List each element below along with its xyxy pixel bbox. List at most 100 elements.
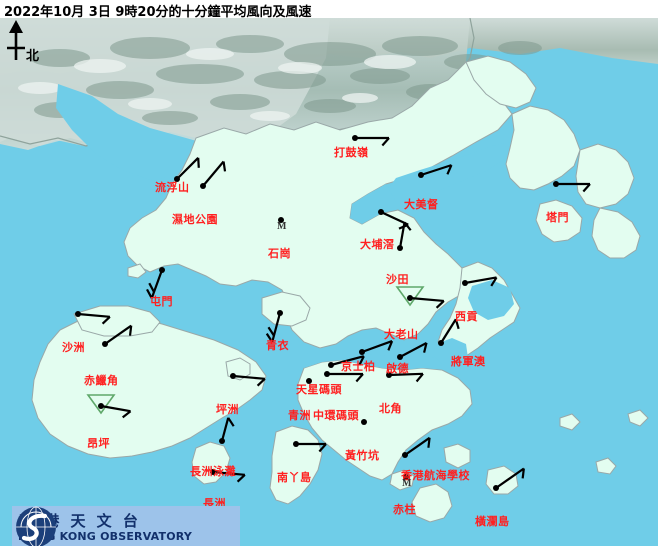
wind-barb-flag <box>122 410 132 419</box>
wind-barb-flag <box>381 137 390 147</box>
station-長洲泳灘 <box>219 417 235 444</box>
station-label-南丫島: 南丫島 <box>277 471 312 484</box>
wind-barb-flag <box>454 318 460 330</box>
wind-barb-flag <box>423 342 428 353</box>
station-dot <box>352 135 358 141</box>
wind-barb-shaft <box>220 417 230 442</box>
station-label-將軍澳: 將軍澳 <box>451 355 486 368</box>
station-dot <box>102 341 108 347</box>
station-中環碼頭 <box>324 371 364 383</box>
missing-data-marker: M <box>402 478 412 489</box>
station-dot <box>278 217 284 223</box>
station-dot <box>361 419 367 425</box>
station-label-沙田: 沙田 <box>386 273 409 286</box>
hk-land-layer <box>31 55 649 523</box>
station-坪洲 <box>230 373 266 387</box>
station-label-赤鱲角: 赤鱲角 <box>84 374 119 387</box>
wind-barb-flag <box>146 288 153 299</box>
station-label-大老山: 大老山 <box>384 328 419 341</box>
station-西貢 <box>462 276 498 287</box>
wind-barb-flag <box>148 282 155 293</box>
station-label-香港航海學校: 香港航海學校 <box>401 469 470 482</box>
hko-logo-en: HONG KONG OBSERVATORY <box>18 530 193 543</box>
wind-barb-shaft <box>232 374 265 380</box>
station-label-長洲泳灘: 長洲泳灘 <box>190 465 236 478</box>
station-dot <box>397 354 403 360</box>
wind-barb-shaft <box>271 312 282 343</box>
station-赤柱 <box>403 474 409 480</box>
mountain-station-triangle-icon <box>395 286 425 307</box>
station-黃竹坑 <box>361 419 367 425</box>
north-arrow-icon <box>7 20 25 60</box>
missing-data-marker: M <box>277 221 287 232</box>
wind-barb-flag <box>256 377 266 387</box>
wind-barb-shaft <box>404 436 431 456</box>
station-label-大美督: 大美督 <box>404 198 439 211</box>
hko-logo: 香 港 天 文 台 HONG KONG OBSERVATORY <box>12 506 240 546</box>
station-dot <box>418 172 424 178</box>
station-dot <box>277 310 283 316</box>
station-赤鱲角 <box>102 324 133 347</box>
station-昂坪 <box>86 394 132 419</box>
station-label-中環碼頭: 中環碼頭 <box>313 409 359 422</box>
station-京士柏 <box>359 340 394 355</box>
wind-barb-flag <box>227 417 235 427</box>
station-濕地公園 <box>200 160 227 189</box>
wind-barb-flag <box>521 468 525 479</box>
wind-barb-flag <box>265 333 274 343</box>
station-青洲 <box>306 378 312 384</box>
station-label-濕地公園: 濕地公園 <box>172 213 218 226</box>
wind-barb-shaft <box>100 404 131 413</box>
station-label-赤柱: 赤柱 <box>393 503 416 516</box>
wind-barb-flag <box>101 315 111 325</box>
station-label-青衣: 青衣 <box>266 339 289 352</box>
station-將軍澳 <box>438 318 460 346</box>
station-dot <box>378 209 384 215</box>
wind-barb-shaft <box>398 222 406 249</box>
station-橫瀾島 <box>493 467 525 491</box>
title-bar: 2022年10月 3日 9時20分的十分鐘平均風向及風速 <box>0 0 658 20</box>
station-沙洲 <box>75 311 111 325</box>
wind-barb-shaft <box>495 467 525 489</box>
station-dot <box>293 441 299 447</box>
station-石崗 <box>278 217 284 223</box>
station-label-天星碼頭: 天星碼頭 <box>296 383 342 396</box>
station-dot <box>397 245 403 251</box>
station-青衣 <box>265 310 283 343</box>
station-dot <box>402 452 408 458</box>
station-dot <box>219 438 225 444</box>
station-啟德 <box>397 341 428 360</box>
wind-barb-shaft <box>420 164 452 177</box>
station-label-京士柏: 京士柏 <box>341 360 376 373</box>
wind-barb-flag <box>446 164 453 175</box>
wind-barb-flag <box>490 276 498 287</box>
wind-barb-shaft <box>388 372 424 377</box>
wind-barb-flag <box>267 326 275 337</box>
station-dot <box>359 349 365 355</box>
map-canvas: 打鼓嶺 流浮山 濕地公園 M 石崗 大美督 塔門 大埔滘 沙田 屯門 沙洲 赤鱲角 昂坪 坪洲 青衣 長洲泳灘… <box>0 18 658 546</box>
wind-barb-shaft <box>440 318 457 344</box>
station-dot <box>462 280 468 286</box>
wind-barb-flag <box>403 221 412 231</box>
wind-barb-flag <box>197 157 200 168</box>
station-塔門 <box>553 181 591 193</box>
station-南丫島 <box>293 441 327 453</box>
station-label-屯門: 屯門 <box>150 295 173 308</box>
station-香港航海學校 <box>402 436 431 458</box>
station-長洲 <box>210 469 246 483</box>
station-dot <box>386 372 392 378</box>
wind-barb-flag <box>318 443 327 453</box>
station-dot <box>553 181 559 187</box>
station-dot <box>328 362 334 368</box>
station-label-塔門: 塔門 <box>546 211 569 224</box>
station-label-北角: 北角 <box>379 402 402 415</box>
wind-barb-shaft <box>330 355 365 367</box>
wind-barb-layer <box>75 135 591 491</box>
wind-barb-shaft <box>409 296 444 303</box>
wind-barb-shaft <box>176 157 199 180</box>
station-label-坪洲: 坪洲 <box>216 403 239 416</box>
wind-barb-shaft <box>104 324 132 345</box>
station-label-長洲: 長洲 <box>203 497 226 510</box>
station-label-沙洲: 沙洲 <box>62 341 85 354</box>
